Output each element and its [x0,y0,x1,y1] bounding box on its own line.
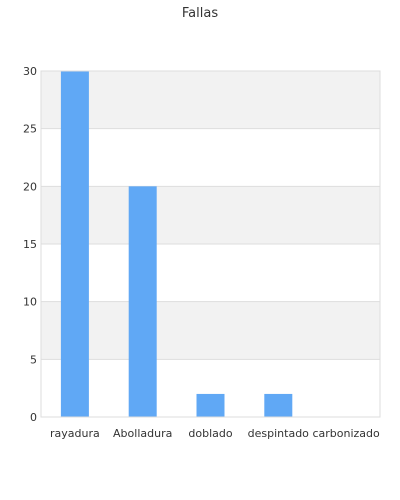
x-axis-ticks: rayadura Abolladura doblado despintado carbo… [50,427,380,440]
y-tick-label: 30 [23,65,37,78]
bar-doblado [196,393,225,417]
bar-rayadura [60,71,89,417]
bars [60,71,293,417]
plot-background-bands [41,71,380,417]
background-band [41,71,380,129]
y-tick-label: 10 [23,296,37,309]
x-tick-label: rayadura [50,427,100,440]
y-tick-label: 0 [30,411,37,424]
plot-frame [40,70,381,418]
bar-abolladura [128,186,157,417]
y-tick-label: 15 [23,238,37,251]
bar-despintado [264,393,293,417]
y-tick-label: 20 [23,180,37,193]
chart-title: Fallas [182,6,218,21]
x-tick-label: carbonizado [312,427,380,440]
background-band [41,244,380,302]
y-axis-ticks: 0 5 10 15 20 25 30 [23,65,37,424]
x-tick-label: doblado [188,427,232,440]
x-tick-label: despintado [248,427,310,440]
background-band [41,186,380,244]
background-band [41,301,380,360]
y-tick-label: 25 [23,123,37,136]
x-tick-label: Abolladura [113,427,172,440]
y-tick-label: 5 [30,353,37,366]
background-band [41,128,380,187]
